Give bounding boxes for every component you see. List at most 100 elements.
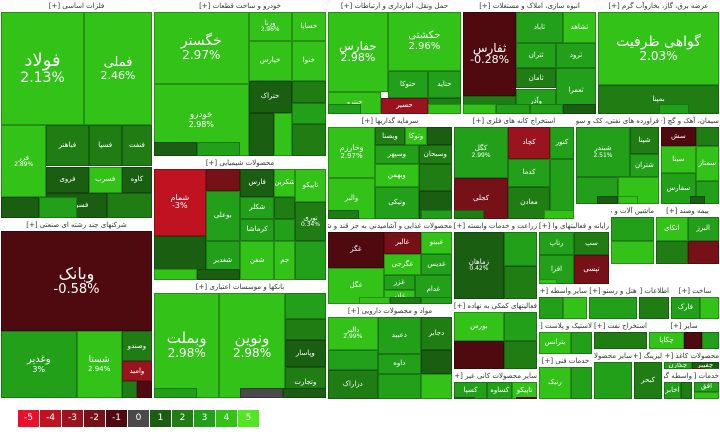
stock-tile[interactable]: فسرب: [88, 166, 122, 194]
stock-tile[interactable]: [503, 312, 537, 341]
stock-tile[interactable]: کنور: [550, 127, 574, 160]
sector-title[interactable]: سایر محصولات [+]: [594, 351, 632, 362]
sector-title[interactable]: زراعت و خدمات وابسته [+]: [454, 221, 537, 232]
sector-title[interactable]: محصولات غذایی و آشامیدنی به جز قند و شکر…: [328, 221, 452, 232]
sector-title[interactable]: سرمایه گذاریها [+]: [328, 116, 452, 127]
stock-tile[interactable]: اخابر: [664, 382, 681, 399]
stock-tile[interactable]: [687, 240, 719, 264]
stock-tile[interactable]: ثتران: [516, 42, 557, 69]
stock-tile[interactable]: کگل 2.99%: [454, 127, 508, 178]
stock-tile[interactable]: خپارس: [248, 40, 292, 82]
stock-tile[interactable]: [291, 102, 326, 125]
sector-title[interactable]: فلزات اساسی [+]: [1, 1, 152, 12]
stock-tile[interactable]: اتکای: [656, 217, 688, 241]
stock-tile[interactable]: [328, 103, 362, 114]
stock-tile[interactable]: [421, 296, 452, 304]
stock-tile[interactable]: معادن: [508, 186, 550, 219]
sector-title[interactable]: لیزینگ [+]: [634, 351, 662, 362]
stock-tile[interactable]: فزر 2.89%: [1, 125, 47, 198]
stock-tile[interactable]: [291, 81, 326, 103]
stock-tile[interactable]: [596, 196, 618, 204]
stock-tile[interactable]: دجابر: [421, 317, 452, 350]
stock-tile[interactable]: [106, 193, 152, 218]
stock-tile[interactable]: سینا: [661, 146, 696, 174]
stock-tile[interactable]: [328, 349, 378, 371]
sector-title[interactable]: حمل ونقل، انبارداری و ارتباطات [+]: [328, 1, 461, 12]
stock-tile[interactable]: شمام -3%: [154, 169, 206, 236]
stock-tile[interactable]: [544, 209, 574, 219]
sector-title[interactable]: شرکتهای چند رشته ای صنعتی [+]: [1, 220, 152, 231]
stock-tile[interactable]: کساوه: [487, 382, 513, 399]
stock-tile[interactable]: شکربن: [274, 169, 296, 197]
stock-tile[interactable]: [611, 240, 654, 264]
stock-tile[interactable]: [496, 103, 530, 114]
sector-title[interactable]: استخراج کانه های فلزی [+]: [454, 116, 574, 127]
stock-tile[interactable]: [680, 382, 692, 399]
stock-tile[interactable]: غگرجی: [383, 253, 421, 276]
stock-tile[interactable]: فارک: [671, 297, 700, 319]
stock-tile[interactable]: تپسی: [574, 255, 609, 284]
sector-title[interactable]: لاستیک و پلاست [+]: [539, 321, 592, 332]
stock-tile[interactable]: وبصنا: [375, 127, 405, 146]
stock-tile[interactable]: بترانس: [539, 332, 571, 354]
stock-tile[interactable]: [377, 374, 421, 399]
stock-tile[interactable]: شستا 2.94%: [76, 331, 122, 398]
stock-tile[interactable]: [197, 268, 240, 280]
sector-title[interactable]: فعالیتهای کمکی به نهاده [+]: [454, 301, 537, 312]
stock-tile[interactable]: فروی: [46, 166, 89, 194]
stock-tile[interactable]: [539, 278, 557, 284]
stock-tile[interactable]: افق: [694, 382, 719, 393]
stock-tile[interactable]: [284, 319, 326, 341]
stock-tile[interactable]: شتران: [629, 153, 659, 178]
stock-tile[interactable]: [550, 159, 574, 219]
stock-tile[interactable]: [594, 362, 632, 399]
stock-tile[interactable]: غالبر: [383, 232, 421, 254]
stock-tile[interactable]: کچاد: [508, 127, 550, 160]
stock-tile[interactable]: حتوکا: [387, 71, 428, 98]
stock-tile[interactable]: [390, 296, 421, 304]
stock-tile[interactable]: فولاد 2.13%: [1, 12, 85, 126]
stock-tile[interactable]: بورس: [454, 312, 504, 341]
stock-tile[interactable]: [570, 367, 592, 399]
stock-tile[interactable]: [690, 196, 705, 204]
stock-tile[interactable]: تاپیکو: [295, 169, 326, 203]
stock-tile[interactable]: وغدیر 3%: [1, 331, 77, 398]
stock-tile[interactable]: وتوکا: [404, 127, 428, 146]
stock-tile[interactable]: شبندر 2.51%: [576, 127, 630, 178]
stock-tile[interactable]: دالبر 2.99%: [328, 317, 378, 350]
stock-tile[interactable]: [121, 381, 137, 398]
stock-tile[interactable]: [427, 103, 461, 114]
stock-tile[interactable]: [463, 103, 497, 114]
stock-tile[interactable]: کاوه: [121, 166, 152, 194]
stock-tile[interactable]: وامید: [121, 361, 152, 382]
sector-title[interactable]: بیمه وصند [+]: [656, 206, 719, 217]
stock-tile[interactable]: [418, 163, 452, 192]
stock-tile[interactable]: [594, 332, 647, 349]
stock-tile[interactable]: وبملت 2.98%: [154, 293, 220, 398]
sector-title[interactable]: هتل و رستو [+]: [589, 286, 637, 297]
stock-tile[interactable]: ونیکی: [375, 186, 419, 219]
sector-title[interactable]: سایر [+]: [649, 321, 719, 332]
sector-title[interactable]: فراورده های نفتی، کک و سو [+]: [576, 116, 659, 127]
stock-tile[interactable]: [611, 217, 654, 241]
stock-tile[interactable]: وسپهر: [375, 145, 419, 164]
stock-tile[interactable]: جم: [274, 241, 296, 280]
sector-title[interactable]: ساخت [+]: [671, 286, 719, 297]
stock-tile[interactable]: غبینو: [421, 232, 452, 254]
stock-tile[interactable]: [248, 112, 275, 156]
stock-tile[interactable]: وبهمن: [375, 163, 419, 187]
sector-title[interactable]: خدمات [+]: [694, 371, 719, 382]
stock-tile[interactable]: دعبید: [377, 317, 421, 354]
stock-tile[interactable]: فنفت: [121, 125, 152, 167]
stock-tile[interactable]: [359, 296, 390, 304]
stock-tile[interactable]: سپ: [574, 232, 609, 256]
sector-title[interactable]: سایر واسطه [+]: [539, 286, 587, 297]
stock-tile[interactable]: سفارس: [661, 173, 696, 204]
stock-tile[interactable]: کرماشا: [240, 218, 275, 242]
sector-title[interactable]: ماشین آلات و تج [+]: [611, 206, 654, 217]
stock-tile[interactable]: غگز: [328, 232, 384, 268]
stock-tile[interactable]: شپنا: [629, 127, 659, 154]
stock-tile[interactable]: [154, 387, 197, 398]
stock-tile[interactable]: [421, 209, 452, 219]
stock-tile[interactable]: [421, 349, 452, 375]
